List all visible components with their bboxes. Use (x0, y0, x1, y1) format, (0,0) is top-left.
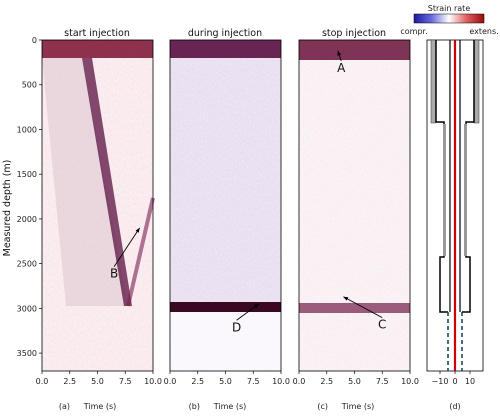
x-tick-label: 0.0 (293, 377, 306, 386)
panel-a-fill-region (42, 58, 128, 306)
panel-b: during injection (b) Time (s) (169, 28, 282, 411)
annotation-arrow-head (343, 296, 349, 301)
well-line-left-outer (435, 40, 448, 313)
panel-a-xlabel: Time (s) (83, 402, 117, 411)
annotation-label: D (232, 320, 241, 334)
x-tick-label: 7.5 (247, 377, 260, 386)
annotation-label: A (337, 61, 346, 75)
y-axis-ticks: 0 500 1000 1500 2000 2500 3000 3500 (17, 36, 42, 358)
y-tick-label: 3500 (17, 349, 37, 358)
casing-mid-right (464, 124, 467, 256)
panel-a-title: start injection (64, 28, 130, 39)
panel-b-xlabel: Time (s) (213, 402, 247, 411)
panel-d-ticks: −10 0 10 (432, 371, 475, 386)
x-tick-label: 5.0 (219, 377, 232, 386)
panel-b-caption: (b) (189, 402, 200, 411)
panel-b-bottomband (170, 302, 281, 312)
annotation-arrow-head (253, 303, 259, 309)
colorbar-right-label: extens. (469, 27, 498, 36)
annotation-label: C (378, 318, 386, 332)
panel-d-well: (d) (426, 39, 484, 411)
panel-b-title: during injection (188, 28, 262, 39)
x-tick-label: 7.5 (119, 377, 132, 386)
x-tick-label: 5.0 (348, 377, 361, 386)
colorbar-title: Strain rate (428, 4, 471, 13)
y-tick-label: 3000 (17, 304, 37, 313)
panel-a-reflection (126, 197, 155, 307)
y-tick-label: 2500 (17, 260, 37, 269)
x-tick-label: 2.5 (320, 377, 333, 386)
panel-c-caption: (c) (317, 402, 328, 411)
panel-d-tick-label: 10 (465, 377, 475, 386)
x-tick-label: 10.0 (272, 377, 290, 386)
annotation-arrow-line (343, 296, 383, 318)
colorbar-left-label: compr. (400, 27, 427, 36)
panel-d-tick-label: 0 (452, 377, 457, 386)
panel-a-caption: (a) (59, 402, 70, 411)
well-line-right-outer (462, 40, 475, 313)
x-tick-label: 10.0 (144, 377, 162, 386)
x-tick-label: 2.5 (63, 377, 76, 386)
panel-c-title: stop injection (322, 28, 386, 39)
panel-a-topband (42, 40, 153, 58)
y-tick-label: 1500 (17, 170, 37, 179)
x-axis-ticks: 0.0 2.5 5.0 7.5 10.0 0.0 2.5 5.0 7.5 10.0 0.0 2.5 5.… (36, 371, 419, 386)
y-tick-label: 1000 (17, 125, 37, 134)
panel-b-below (170, 312, 281, 371)
y-tick-label: 0 (32, 36, 37, 45)
panel-d-caption: (d) (449, 402, 460, 411)
colorbar-gradient (413, 13, 485, 24)
annotation-arrow-line (113, 227, 141, 267)
panel-c-topband (299, 40, 410, 60)
annotations: A B C D (110, 50, 386, 334)
annotation-arrow-head (337, 50, 342, 56)
panel-c: stop injection (c) Time (s) (298, 28, 411, 411)
casing-mid-left (443, 124, 446, 256)
panel-c-noise (299, 40, 410, 371)
x-tick-label: 2.5 (191, 377, 204, 386)
panel-d-tick-label: −10 (432, 377, 449, 386)
y-axis-label: Measured depth (m) (2, 160, 13, 257)
annotation-label: B (110, 267, 118, 281)
y-tick-label: 500 (22, 81, 37, 90)
panel-c-xlabel: Time (s) (341, 402, 375, 411)
panel-a: start injection (a) Time (s) (41, 28, 155, 411)
x-tick-label: 0.0 (36, 377, 49, 386)
panel-a-moveout-front (82, 58, 132, 306)
x-tick-label: 10.0 (401, 377, 419, 386)
panel-c-bottomband (299, 303, 410, 313)
x-tick-label: 7.5 (376, 377, 389, 386)
x-tick-label: 0.0 (164, 377, 177, 386)
y-tick-label: 2000 (17, 215, 37, 224)
annotation-arrow-head (135, 227, 140, 233)
colorbar: Strain rate compr. extens. (400, 4, 498, 36)
panel-b-topband (170, 40, 281, 58)
x-tick-label: 5.0 (91, 377, 104, 386)
